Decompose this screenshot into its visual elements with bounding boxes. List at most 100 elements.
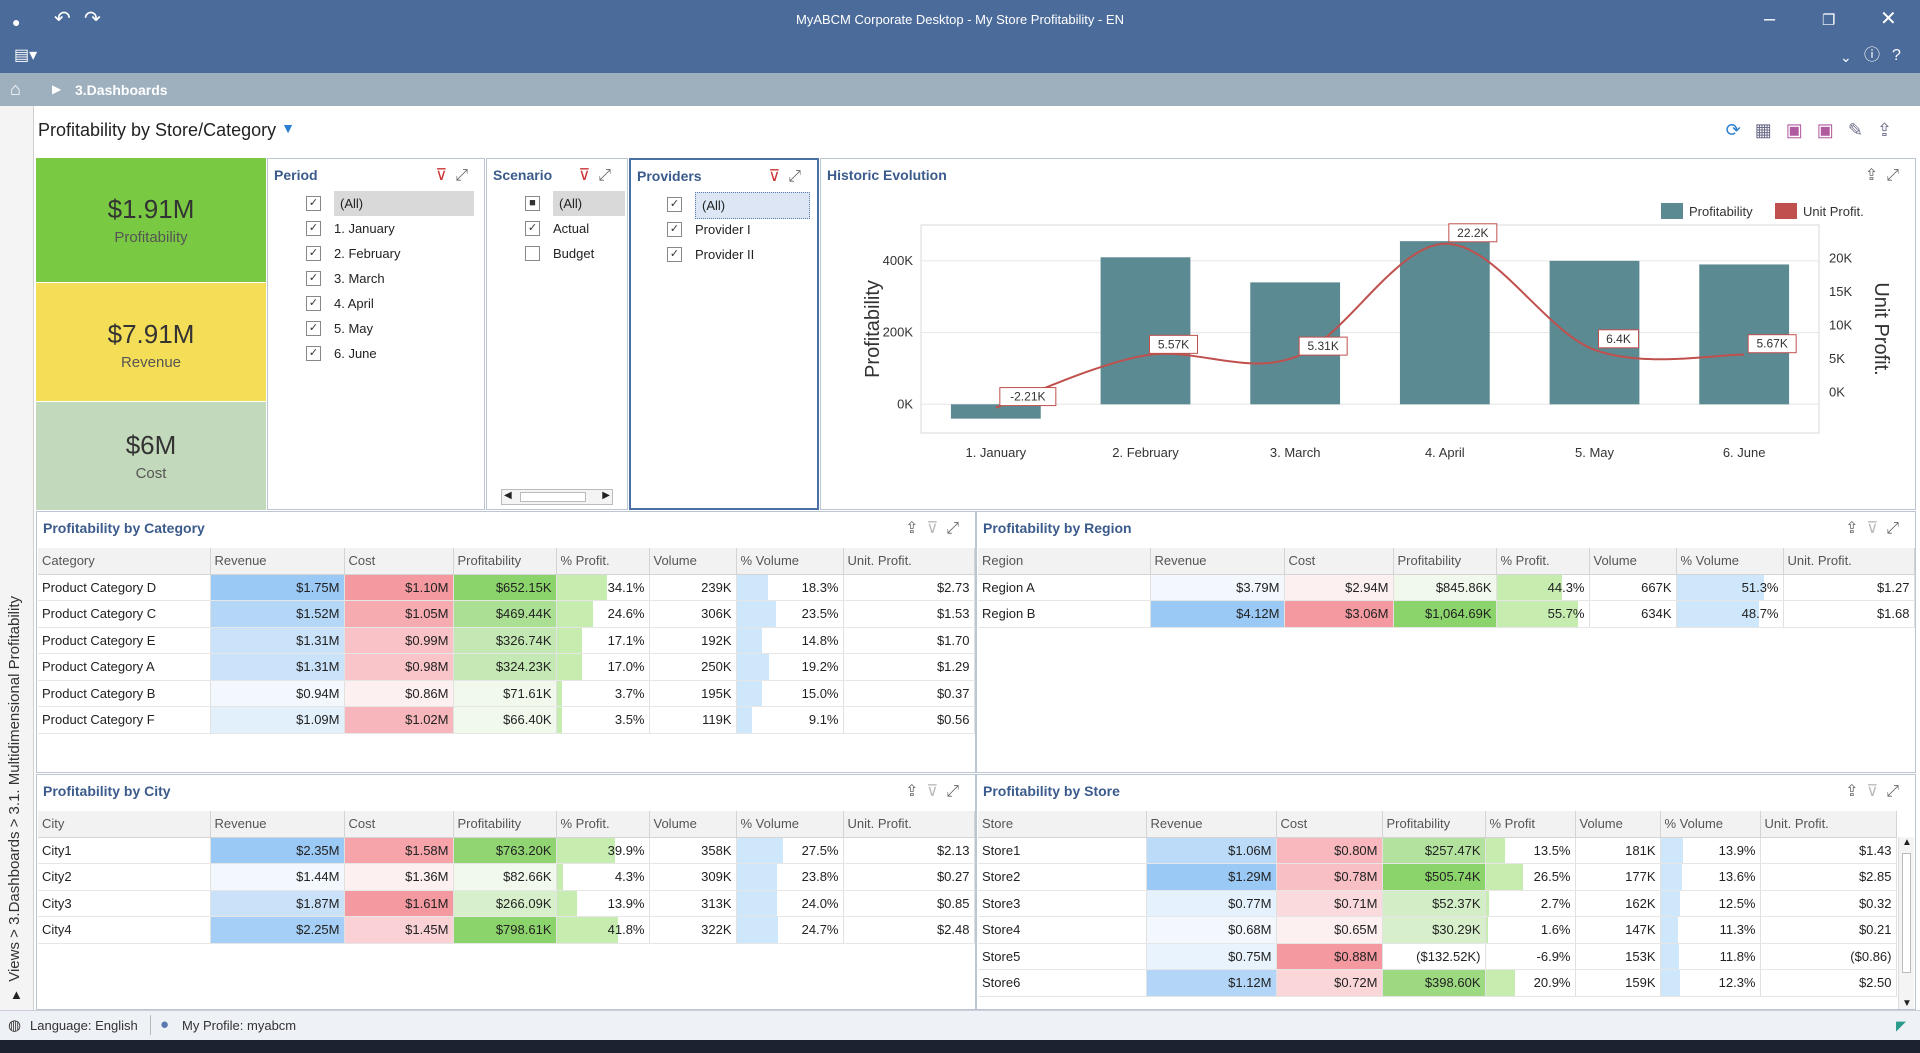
list-item[interactable]: ✓ Actual [525, 216, 625, 241]
column-header[interactable]: Category [38, 548, 211, 575]
table-cell[interactable]: $2.85 [1760, 863, 1897, 891]
table-cell[interactable]: $326.74K [453, 627, 557, 654]
clear-filter-icon[interactable]: ⊽ [578, 167, 599, 184]
table-cell[interactable]: $1.43 [1760, 837, 1897, 864]
list-item[interactable]: ✓ 3. March [306, 266, 474, 291]
table-cell[interactable]: City4 [38, 916, 211, 944]
table-cell[interactable]: $324.23K [453, 653, 557, 681]
table-cell[interactable]: 23.5% [736, 600, 844, 628]
checkbox[interactable]: ✓ [667, 222, 682, 237]
table-cell[interactable]: $2.73 [843, 574, 975, 601]
column-header[interactable]: % Profit. [1496, 548, 1590, 575]
table-cell[interactable]: $66.40K [453, 706, 557, 734]
save-icon[interactable]: ▣ [1785, 120, 1817, 140]
table-cell[interactable]: $1.12M [1146, 969, 1277, 997]
table-cell[interactable]: $71.61K [453, 680, 557, 707]
export-icon[interactable]: ⇪ [1845, 783, 1867, 800]
scroll-up-icon[interactable]: ▲ [1902, 837, 1912, 848]
table-cell[interactable]: Store6 [978, 969, 1147, 997]
export-icon[interactable]: ⇪ [905, 783, 927, 800]
redo-icon[interactable]: ↷ [84, 8, 101, 30]
checkbox[interactable]: ■ [525, 196, 540, 211]
table-cell[interactable]: Product Category F [38, 706, 211, 734]
table-row[interactable]: City1 $2.35M $1.58M $763.20K 39.9% 358K 27.5% $… [38, 837, 975, 864]
edit-icon[interactable]: ✎ [1847, 120, 1877, 140]
maximize-icon[interactable]: ⤢ [1886, 783, 1907, 800]
grid-icon[interactable]: ▦ [1754, 120, 1786, 140]
table-cell[interactable]: ($132.52K) [1382, 943, 1486, 970]
table-cell[interactable]: 313K [649, 890, 737, 917]
checkbox[interactable]: ✓ [667, 197, 682, 212]
table-cell[interactable]: $1.10M [344, 574, 454, 601]
maximize-icon[interactable]: ⤢ [598, 167, 619, 184]
column-header[interactable]: Profitability [1382, 811, 1486, 838]
filter-icon[interactable]: ▼ [281, 120, 295, 136]
table-cell[interactable]: 17.0% [556, 653, 650, 681]
table-cell[interactable]: 12.5% [1660, 890, 1761, 917]
checkbox[interactable]: ✓ [306, 296, 321, 311]
table-cell[interactable]: $1.53 [843, 600, 975, 628]
table-cell[interactable]: $2.13 [843, 837, 975, 864]
table-row[interactable]: City3 $1.87M $1.61M $266.09K 13.9% 313K 24.0% $… [38, 890, 975, 917]
table-cell[interactable]: 1.6% [1485, 916, 1576, 944]
table-cell[interactable]: 24.7% [736, 916, 844, 944]
table-cell[interactable]: $0.27 [843, 863, 975, 891]
table-cell[interactable]: $1.31M [210, 653, 345, 681]
table-cell[interactable]: 4.3% [556, 863, 650, 891]
column-header[interactable]: City [38, 811, 211, 838]
table-cell[interactable]: $0.21 [1760, 916, 1897, 944]
maximize-icon[interactable]: ⤢ [946, 520, 967, 537]
export-icon[interactable]: ⇪ [905, 520, 927, 537]
table-cell[interactable]: 18.3% [736, 574, 844, 601]
checkbox[interactable]: ✓ [306, 196, 321, 211]
checkbox[interactable]: ✓ [306, 321, 321, 336]
collapse-chevron-icon[interactable]: ⌄ [1840, 49, 1852, 65]
table-cell[interactable]: 19.2% [736, 653, 844, 681]
table-cell[interactable]: $0.37 [843, 680, 975, 707]
table-cell[interactable]: City1 [38, 837, 211, 864]
table-cell[interactable]: $1.75M [210, 574, 345, 601]
table-row[interactable]: Product Category A $1.31M $0.98M $324.23K 17… [38, 653, 975, 681]
table-row[interactable]: Product Category E $1.31M $0.99M $326.74K 17… [38, 627, 975, 654]
table-cell[interactable]: 195K [649, 680, 737, 707]
table-cell[interactable]: Region A [978, 574, 1151, 601]
table-cell[interactable]: Store4 [978, 916, 1147, 944]
maximize-icon[interactable]: ⤢ [1886, 167, 1907, 184]
table-cell[interactable]: 39.9% [556, 837, 650, 864]
table-cell[interactable]: 20.9% [1485, 969, 1576, 997]
table-cell[interactable]: Product Category C [38, 600, 211, 628]
table-cell[interactable]: 358K [649, 837, 737, 864]
table-cell[interactable]: ($0.86) [1760, 943, 1897, 970]
table-cell[interactable]: $3.06M [1284, 600, 1394, 628]
table-cell[interactable]: $30.29K [1382, 916, 1486, 944]
table-cell[interactable]: $1.05M [344, 600, 454, 628]
column-header[interactable]: % Volume [736, 811, 844, 838]
clear-filter-icon[interactable]: ⊽ [768, 168, 789, 185]
table-cell[interactable]: $0.99M [344, 627, 454, 654]
column-header[interactable]: % Volume [1660, 811, 1761, 838]
export-icon[interactable]: ⇪ [1845, 520, 1867, 537]
table-cell[interactable]: 13.5% [1485, 837, 1576, 864]
scroll-right-icon[interactable]: ▶ [602, 490, 610, 501]
table-cell[interactable]: $0.80M [1276, 837, 1383, 864]
column-header[interactable]: Unit. Profit. [843, 548, 975, 575]
table-cell[interactable]: $1.45M [344, 916, 454, 944]
table-cell[interactable]: Product Category E [38, 627, 211, 654]
column-header[interactable]: Volume [649, 548, 737, 575]
table-cell[interactable]: $0.65M [1276, 916, 1383, 944]
maximize-icon[interactable]: ⤢ [455, 167, 476, 184]
table-cell[interactable]: 147K [1575, 916, 1661, 944]
table-row[interactable]: Region B $4.12M $3.06M $1,064.69K 55.7% 634K 4… [978, 600, 1915, 628]
help-icon[interactable]: ? [1892, 47, 1901, 64]
table-cell[interactable]: $0.85 [843, 890, 975, 917]
maximize-icon[interactable]: ⤢ [1886, 520, 1907, 537]
table-cell[interactable]: $1.02M [344, 706, 454, 734]
table-cell[interactable]: 159K [1575, 969, 1661, 997]
home-icon[interactable]: ⌂ [10, 79, 21, 99]
clear-filter-icon[interactable]: ⊽ [926, 520, 947, 537]
table-cell[interactable]: $0.32 [1760, 890, 1897, 917]
list-item[interactable]: ✓ 6. June [306, 341, 474, 366]
table-cell[interactable]: $3.79M [1150, 574, 1285, 601]
table-cell[interactable]: $2.35M [210, 837, 345, 864]
vertical-scrollbar[interactable]: ▲ ▼ [1898, 837, 1914, 1009]
